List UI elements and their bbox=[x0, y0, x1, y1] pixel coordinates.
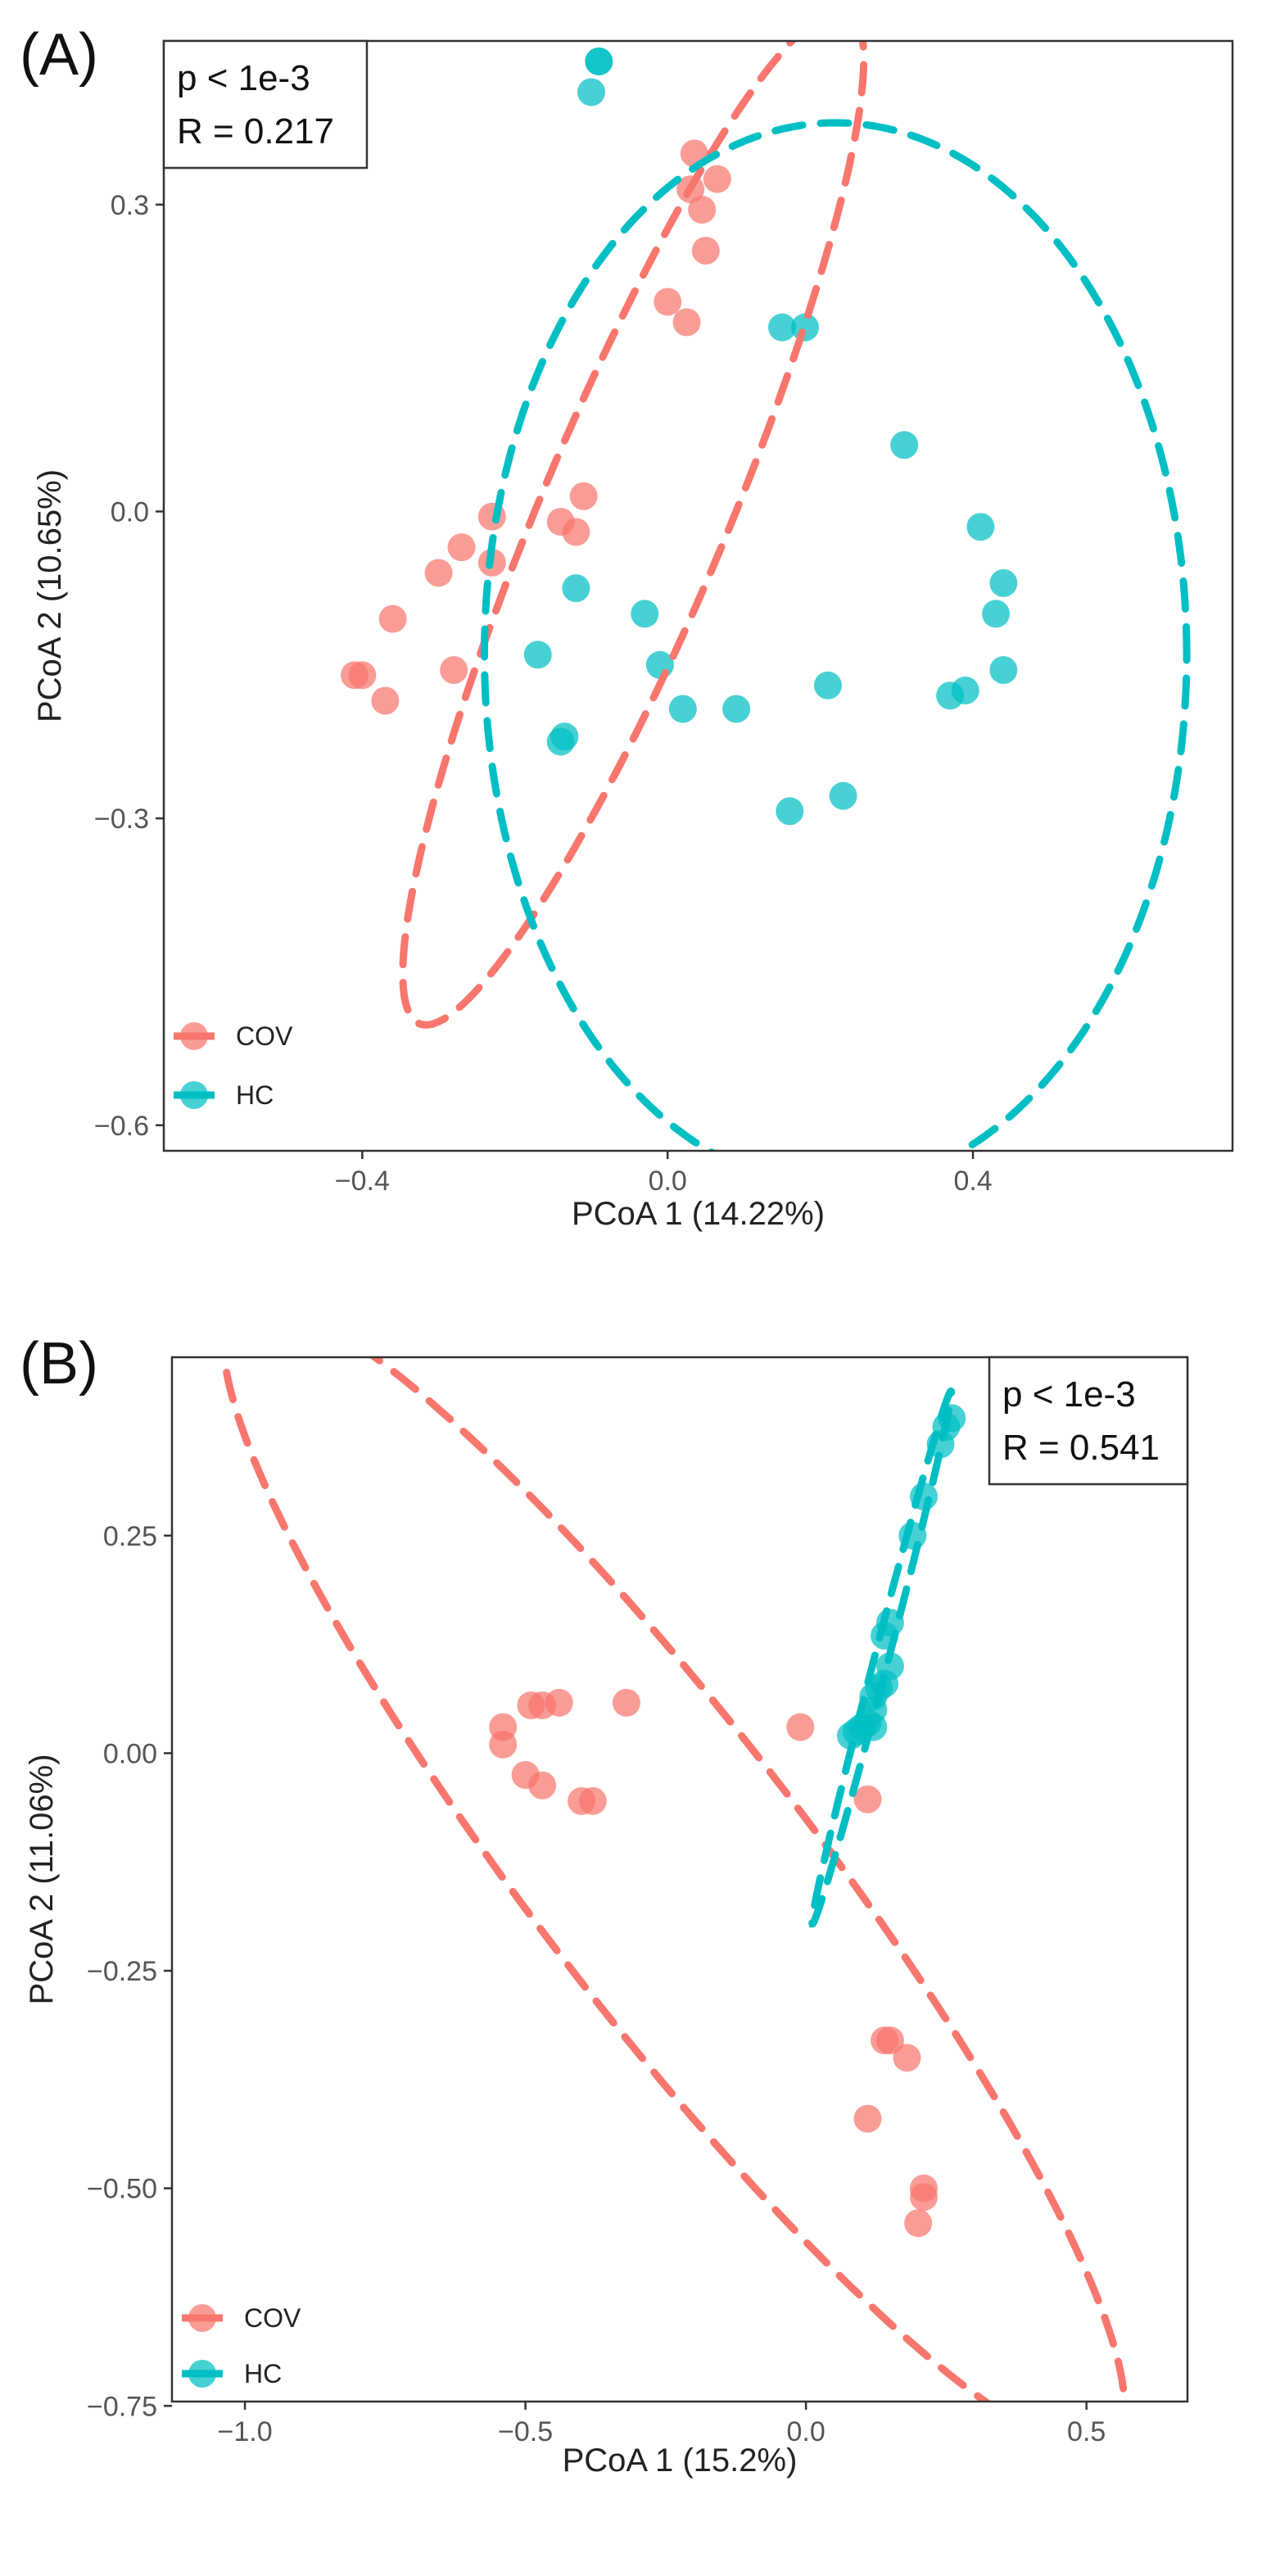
cov-point bbox=[853, 1785, 882, 1813]
cov-point bbox=[569, 482, 598, 510]
cov-point bbox=[489, 1730, 518, 1759]
cov-point bbox=[654, 287, 682, 316]
plot-frame bbox=[162, 39, 1234, 1152]
x-axis-title: PCoA 1 (14.22%) bbox=[572, 1196, 825, 1232]
stats-box bbox=[988, 1356, 1189, 1486]
x-tick-label: 0.0 bbox=[649, 1166, 687, 1197]
y-tick-label: −0.6 bbox=[94, 1111, 149, 1142]
cov-point bbox=[910, 2183, 939, 2212]
hc-point bbox=[989, 656, 1018, 685]
y-tick-label: −0.25 bbox=[87, 1956, 157, 1987]
hc-point bbox=[813, 671, 842, 699]
cov-point bbox=[378, 604, 407, 633]
cov-point bbox=[893, 2044, 921, 2072]
hc-point bbox=[768, 313, 797, 342]
cov-point bbox=[875, 2026, 904, 2055]
x-tick-label: −0.4 bbox=[335, 1166, 390, 1197]
cov-point bbox=[440, 656, 468, 685]
y-tick-label: −0.75 bbox=[87, 2391, 157, 2422]
legend-item-cov: COV bbox=[182, 2303, 301, 2333]
cov-point bbox=[424, 559, 453, 587]
hc-point bbox=[562, 574, 590, 603]
cov-point bbox=[578, 1786, 607, 1815]
x-tick-label: −0.5 bbox=[498, 2416, 553, 2447]
legend-point bbox=[188, 2304, 216, 2332]
panel-b: (B) −1.0 −0.5 0.0 0.5 −0.75 −0.50 −0.25 0.00 0.2… bbox=[0, 1288, 1262, 2575]
hc-point bbox=[668, 695, 697, 723]
pcoa-chart-b: −1.0 −0.5 0.0 0.5 −0.75 −0.50 −0.25 0.00 0.25 PCo… bbox=[24, 1356, 1189, 2479]
x-axis-title: PCoA 1 (15.2%) bbox=[563, 2442, 798, 2479]
panel-label: (A) bbox=[20, 22, 98, 88]
y-axis-title: PCoA 2 (10.65%) bbox=[32, 469, 68, 722]
cov-point bbox=[545, 1688, 573, 1717]
plot-area bbox=[341, 41, 1191, 1151]
legend-label: HC bbox=[236, 1080, 274, 1110]
legend-label: COV bbox=[244, 2303, 301, 2333]
y-tick-label: 0.00 bbox=[103, 1738, 157, 1769]
hc-point bbox=[776, 797, 804, 826]
hc-point bbox=[523, 641, 552, 669]
legend-label: HC bbox=[244, 2359, 282, 2388]
legend-label: COV bbox=[236, 1021, 293, 1051]
y-tick-label: 0.25 bbox=[103, 1521, 157, 1552]
hc-point bbox=[791, 313, 819, 342]
hc-point bbox=[966, 513, 995, 541]
x-tick-label: −1.0 bbox=[217, 2416, 272, 2447]
x-tick-label: 0.5 bbox=[1067, 2416, 1106, 2447]
pcoa-chart-a: −0.4 0.0 0.4 −0.6 −0.3 0.0 0.3 PCoA 1 (14.22%) P… bbox=[32, 39, 1234, 1232]
cov-point bbox=[371, 686, 400, 715]
cov-point bbox=[447, 533, 476, 562]
r-value-text: R = 0.217 bbox=[177, 111, 334, 152]
panel-a: (A) −0.4 0.0 0.4 −0.6 −0.3 0.0 0.3 PCoA 1 (14.2… bbox=[20, 22, 1234, 1232]
y-axis-title: PCoA 2 (11.06%) bbox=[24, 1754, 60, 2004]
hc-point bbox=[585, 47, 613, 75]
cov-point bbox=[348, 661, 377, 690]
hc-point bbox=[631, 600, 659, 628]
y-tick-label: −0.3 bbox=[94, 804, 149, 835]
cov-point bbox=[562, 518, 590, 546]
hc-point bbox=[722, 695, 751, 723]
cov-confidence-ellipse bbox=[220, 1357, 1129, 2402]
r-value-text: R = 0.541 bbox=[1002, 1428, 1160, 1468]
x-tick-label: 0.4 bbox=[953, 1166, 992, 1197]
cov-point bbox=[853, 2104, 882, 2133]
p-value-text: p < 1e-3 bbox=[177, 58, 310, 98]
cov-point bbox=[904, 2209, 933, 2238]
hc-point bbox=[936, 681, 965, 710]
plot-frame bbox=[170, 1356, 1189, 2403]
cov-point bbox=[786, 1713, 815, 1741]
x-tick-label: 0.0 bbox=[787, 2416, 826, 2447]
panel-label: (B) bbox=[20, 1331, 98, 1397]
hc-point bbox=[829, 781, 857, 810]
legend-point bbox=[188, 2360, 216, 2388]
y-tick-label: 0.0 bbox=[111, 496, 149, 527]
legend-item-cov: COV bbox=[174, 1021, 293, 1051]
cov-point bbox=[528, 1771, 557, 1800]
cov-point bbox=[691, 237, 720, 265]
hc-confidence-ellipse bbox=[480, 119, 1191, 1151]
cov-point bbox=[688, 196, 717, 224]
hc-confidence-ellipse bbox=[808, 1388, 956, 1928]
p-value-text: p < 1e-3 bbox=[1002, 1374, 1136, 1415]
hc-point bbox=[577, 78, 605, 106]
legend-item-hc: HC bbox=[182, 2359, 282, 2388]
y-tick-label: −0.50 bbox=[87, 2174, 157, 2205]
stats-box bbox=[162, 39, 369, 170]
cov-point bbox=[612, 1688, 640, 1717]
cov-point bbox=[672, 308, 701, 337]
legend-point bbox=[180, 1022, 208, 1050]
plot-area bbox=[220, 1357, 1129, 2402]
y-tick-label: 0.3 bbox=[111, 190, 149, 221]
hc-point bbox=[989, 568, 1018, 597]
legend-item-hc: HC bbox=[174, 1080, 274, 1110]
cov-point bbox=[703, 165, 731, 193]
hc-point bbox=[890, 431, 919, 460]
hc-point bbox=[550, 722, 579, 751]
legend-point bbox=[180, 1081, 208, 1109]
hc-point bbox=[982, 600, 1011, 628]
cov-confidence-ellipse bbox=[399, 41, 868, 1029]
